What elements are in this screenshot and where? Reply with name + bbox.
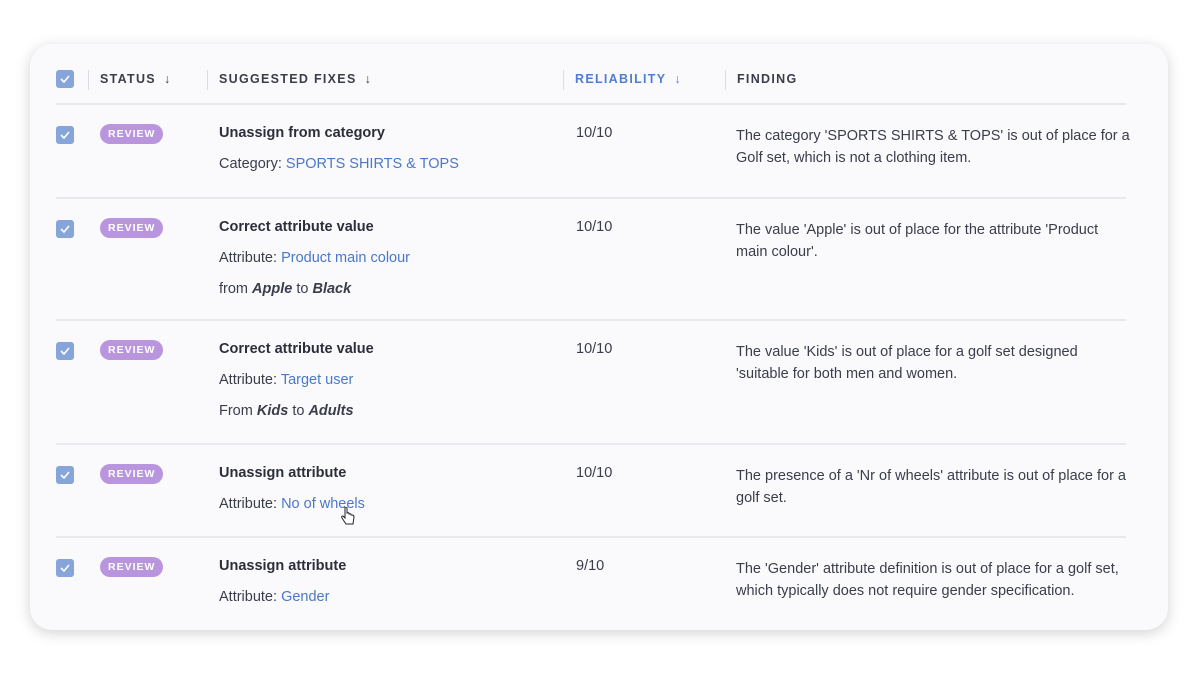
table-header: STATUS ↓ SUGGESTED FIXES ↓ RELIABILITY ↓ FI…: [56, 44, 1126, 105]
fix-target: Attribute: Product main colour: [219, 250, 410, 281]
reliability-value: 10/10: [576, 465, 613, 481]
check-icon: [60, 471, 70, 480]
fix-target-label: Category:: [219, 156, 282, 172]
from-word: From: [219, 403, 253, 419]
suggested-fix: Correct attribute value Attribute: Targe…: [219, 341, 374, 434]
fixes-table: STATUS ↓ SUGGESTED FIXES ↓ RELIABILITY ↓ FI…: [56, 44, 1130, 633]
to-word: to: [292, 403, 305, 419]
check-icon: [60, 564, 70, 573]
fix-title: Unassign attribute: [219, 558, 347, 574]
row-checkbox[interactable]: [56, 559, 74, 577]
table-row: REVIEW Unassign attribute Attribute: No …: [56, 445, 1126, 538]
suggested-fix: Correct attribute value Attribute: Produ…: [219, 219, 410, 312]
check-icon: [60, 225, 70, 234]
reliability-value: 10/10: [576, 341, 613, 357]
table-row: REVIEW Unassign from category Category: …: [56, 105, 1130, 199]
fix-target-link[interactable]: Target user: [280, 372, 354, 388]
fix-target: Attribute: Gender: [219, 589, 346, 620]
select-all-checkbox[interactable]: [56, 70, 74, 88]
from-word: from: [219, 281, 248, 297]
fix-target: Attribute: Target user: [219, 372, 374, 403]
table-row: REVIEW Correct attribute value Attribute…: [56, 199, 1126, 321]
row-checkbox[interactable]: [56, 342, 74, 360]
row-checkbox[interactable]: [56, 220, 74, 238]
fix-target-link[interactable]: Gender: [281, 589, 330, 605]
fix-title: Unassign from category: [219, 125, 385, 141]
finding-text: The category 'SPORTS SHIRTS & TOPS' is o…: [736, 128, 1130, 166]
fix-target: Attribute: No of wheels: [219, 496, 365, 527]
check-icon: [60, 131, 70, 140]
to-value: Black: [312, 281, 352, 297]
column-divider: [563, 70, 564, 90]
row-checkbox[interactable]: [56, 126, 74, 144]
suggested-fixes-card: STATUS ↓ SUGGESTED FIXES ↓ RELIABILITY ↓ FI…: [30, 44, 1168, 630]
sort-arrow-icon: ↓: [364, 72, 373, 86]
status-badge[interactable]: REVIEW: [100, 464, 164, 484]
fix-target-label: Attribute:: [219, 589, 278, 605]
reliability-value: 10/10: [576, 219, 613, 235]
table-row: REVIEW Unassign attribute Attribute: Gen…: [56, 538, 1126, 633]
fix-target-label: Attribute:: [219, 250, 278, 266]
finding-text: The presence of a 'Nr of wheels' attribu…: [736, 468, 1126, 506]
fix-target-label: Attribute:: [219, 496, 278, 512]
header-status-label: STATUS: [100, 72, 156, 86]
fix-target-link[interactable]: No of wheels: [281, 496, 365, 512]
table-row: REVIEW Correct attribute value Attribute…: [56, 321, 1126, 445]
to-value: Adults: [308, 403, 354, 419]
fix-target-link[interactable]: Product main colour: [281, 250, 411, 266]
column-divider: [88, 70, 89, 90]
suggested-fix: Unassign from category Category: SPORTS …: [219, 125, 459, 187]
header-reliability[interactable]: RELIABILITY ↓: [575, 72, 682, 86]
fix-title: Unassign attribute: [219, 465, 347, 481]
fix-title: Correct attribute value: [219, 219, 374, 235]
fix-target-link[interactable]: SPORTS SHIRTS & TOPS: [285, 156, 459, 172]
sort-arrow-icon: ↓: [674, 72, 682, 86]
fix-target: Category: SPORTS SHIRTS & TOPS: [219, 156, 459, 187]
finding-text: The 'Gender' attribute definition is out…: [736, 561, 1119, 599]
finding-text: The value 'Kids' is out of place for a g…: [736, 344, 1078, 382]
column-divider: [207, 70, 208, 90]
reliability-value: 10/10: [576, 125, 613, 141]
from-value: Kids: [256, 403, 289, 419]
header-status[interactable]: STATUS ↓: [100, 72, 172, 86]
check-icon: [60, 347, 70, 356]
status-badge[interactable]: REVIEW: [100, 124, 164, 144]
fix-target-label: Attribute:: [219, 372, 278, 388]
header-finding: FINDING: [737, 72, 798, 86]
finding-text: The value 'Apple' is out of place for th…: [736, 222, 1099, 260]
header-fixes-label: SUGGESTED FIXES: [219, 72, 357, 86]
reliability-value: 9/10: [576, 558, 605, 574]
value-change: from Apple to Black: [219, 281, 410, 312]
hand-cursor-icon: [341, 507, 355, 525]
header-suggested-fixes[interactable]: SUGGESTED FIXES ↓: [219, 72, 372, 86]
check-icon: [60, 75, 70, 84]
column-divider: [725, 70, 726, 90]
fix-title: Correct attribute value: [219, 341, 374, 357]
suggested-fix: Unassign attribute Attribute: No of whee…: [219, 465, 365, 527]
value-change: From Kids to Adults: [219, 403, 374, 434]
status-badge[interactable]: REVIEW: [100, 218, 164, 238]
status-badge[interactable]: REVIEW: [100, 340, 164, 360]
suggested-fix: Unassign attribute Attribute: Gender: [219, 558, 346, 620]
from-value: Apple: [252, 281, 293, 297]
status-badge[interactable]: REVIEW: [100, 557, 164, 577]
sort-arrow-icon: ↓: [163, 72, 172, 86]
row-checkbox[interactable]: [56, 466, 74, 484]
header-reliability-label: RELIABILITY: [575, 72, 667, 86]
to-word: to: [296, 281, 309, 297]
